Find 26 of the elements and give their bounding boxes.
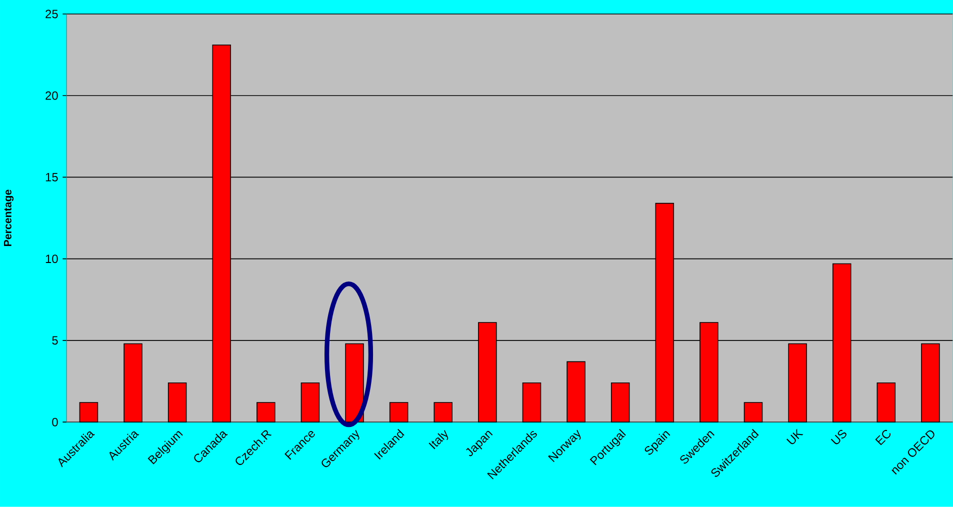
- y-axis-title: Percentage: [4, 190, 14, 246]
- bar: [300, 382, 320, 423]
- bar: [788, 343, 807, 423]
- y-tick-label: 20: [46, 91, 58, 100]
- x-tick-label: Italy: [428, 430, 448, 450]
- bar: [921, 343, 940, 423]
- bar: [168, 382, 187, 423]
- y-tick-label: 5: [52, 336, 58, 345]
- y-tick-label: 15: [46, 173, 58, 182]
- bar: [389, 402, 408, 423]
- bar: [610, 382, 630, 423]
- bar: [79, 402, 98, 423]
- x-tick-label: US: [830, 430, 846, 444]
- x-tick-label: EC: [875, 430, 891, 446]
- bar: [876, 382, 896, 423]
- bar: [744, 402, 763, 423]
- bar: [124, 343, 142, 423]
- y-tick-label: 10: [46, 254, 58, 264]
- bar: [345, 343, 364, 423]
- y-tick-label: 0: [52, 418, 58, 426]
- bar: [522, 382, 542, 423]
- bar: [256, 402, 276, 423]
- y-tick-label: 25: [46, 10, 58, 18]
- bar: [434, 402, 453, 423]
- x-tick-label: UK: [786, 428, 804, 444]
- bar: [566, 361, 586, 423]
